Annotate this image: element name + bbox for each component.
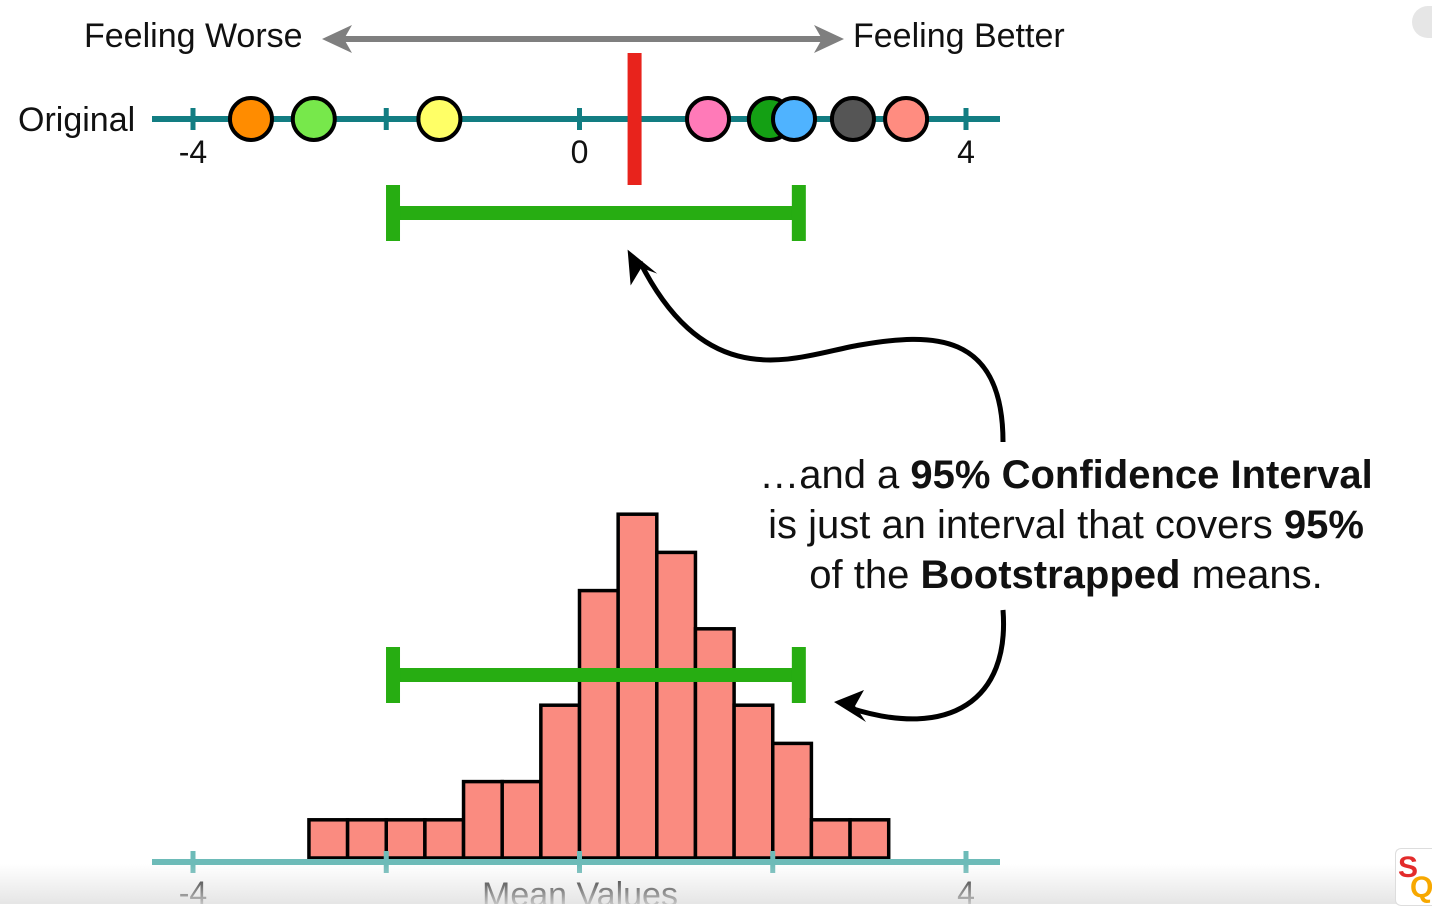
histogram-ci-span	[393, 668, 799, 682]
histogram-confidence-interval	[386, 647, 806, 703]
bootstrap-histogram	[307, 512, 891, 860]
data-point-1	[227, 96, 274, 142]
data-point-3	[416, 96, 463, 142]
data-point-7	[829, 96, 876, 142]
histogram-bar-10	[655, 550, 698, 860]
confidence-interval-explanation: …and a 95% Confidence Interval is just a…	[700, 450, 1432, 600]
histogram-bar-4	[423, 818, 466, 860]
original-ci-low-cap	[386, 185, 401, 241]
histogram-bar-1	[307, 818, 350, 860]
histogram-ci-high-cap	[791, 647, 806, 703]
direction-arrow	[322, 25, 844, 53]
original-tick-label-4: 4	[957, 134, 975, 170]
original-data-points	[227, 96, 930, 142]
data-point-8	[883, 96, 930, 142]
original-tick-label-0: -4	[179, 134, 207, 170]
histogram-bar-14	[809, 818, 852, 860]
callout-arrows	[627, 249, 1007, 722]
mean-values-label: Mean Values	[482, 876, 678, 904]
histogram-bar-5	[461, 779, 504, 860]
histogram-bar-6	[500, 779, 543, 860]
histogram-ci-low-cap	[386, 647, 401, 703]
histogram-bar-7	[539, 703, 582, 860]
histogram-bar-9	[616, 512, 659, 860]
histogram-bar-12	[732, 703, 775, 860]
original-row-label: Original	[18, 101, 135, 139]
feeling-better-label: Feeling Better	[853, 17, 1065, 55]
original-confidence-interval	[386, 185, 806, 241]
callout-line-2: is just an interval that covers 95%	[768, 503, 1364, 547]
callout-line-3: of the Bootstrapped means.	[809, 553, 1323, 597]
original-tick-labels: -4 0 4	[179, 134, 975, 170]
original-ci-high-cap	[791, 185, 806, 241]
scroll-knob[interactable]	[1412, 6, 1432, 38]
data-point-2	[290, 96, 337, 142]
original-ci-span	[393, 206, 799, 220]
histogram-bar-8	[577, 588, 620, 860]
original-tick-label-2: 0	[571, 134, 589, 170]
original-mean-marker	[627, 53, 642, 185]
mean-values-tick-label-4: 4	[957, 875, 975, 904]
callout-line-1: …and a 95% Confidence Interval	[759, 453, 1373, 497]
histogram-bar-15	[848, 818, 891, 860]
feeling-worse-label: Feeling Worse	[84, 17, 303, 55]
histogram-bar-13	[771, 741, 814, 860]
data-point-4	[685, 96, 732, 142]
mean-marker-bar	[627, 53, 642, 185]
mean-values-tick-label-0: -4	[179, 875, 207, 904]
histogram-bar-2	[345, 818, 389, 860]
histogram-bar-11	[693, 627, 736, 860]
histogram-bar-3	[384, 818, 427, 860]
data-point-6	[771, 96, 818, 142]
